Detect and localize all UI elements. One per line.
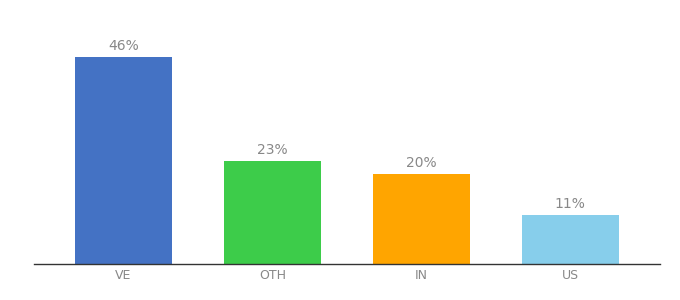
Text: 46%: 46% [108, 39, 139, 53]
Text: 23%: 23% [257, 143, 288, 157]
Text: 11%: 11% [555, 197, 585, 211]
Text: 20%: 20% [406, 156, 437, 170]
Bar [75, 57, 172, 264]
Bar [373, 174, 470, 264]
Bar [522, 214, 619, 264]
Bar [224, 160, 321, 264]
